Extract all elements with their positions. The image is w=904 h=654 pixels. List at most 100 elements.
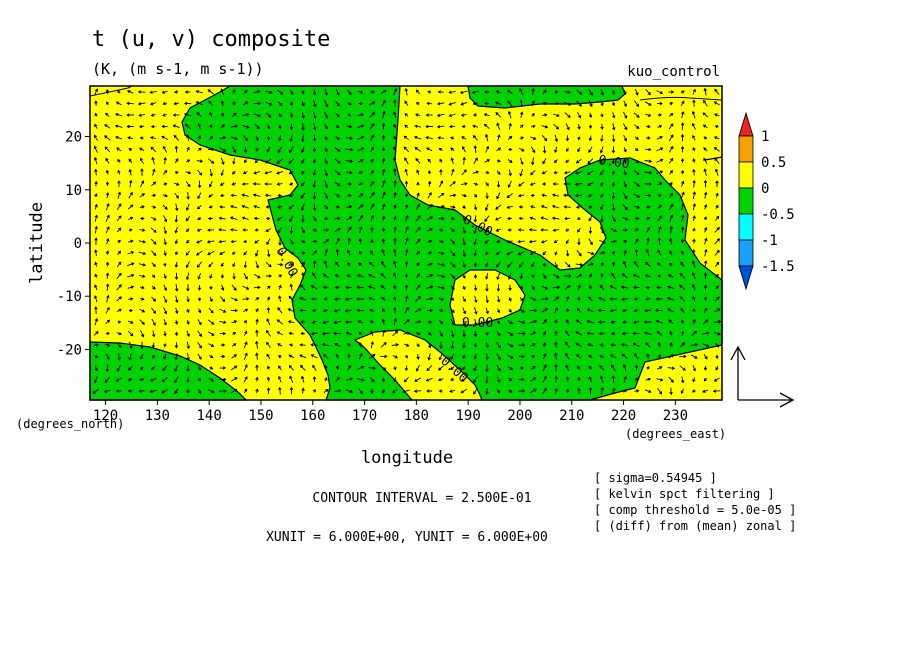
wind-vector [565,319,569,325]
wind-vector [266,296,271,302]
wind-vector [335,365,340,370]
wind-vector [277,205,283,209]
wind-vector [358,331,363,336]
wind-vector [575,193,583,198]
wind-vector [301,261,305,267]
wind-vector [565,330,570,337]
wind-vector [346,205,353,209]
wind-vector [266,365,271,370]
wind-vector [484,159,491,163]
wind-vector [103,389,111,394]
wind-vector [669,342,673,348]
wind-vector [197,180,202,189]
wind-vector [495,204,502,210]
wind-vector [645,147,652,152]
wind-vector [289,263,294,267]
wind-vector [219,147,227,152]
wind-vector [415,102,420,106]
wind-vector [403,376,409,383]
wind-vector [426,204,433,210]
wind-vector [289,134,293,143]
wind-vector [356,308,364,313]
wind-vector [484,227,490,233]
wind-vector [427,331,432,336]
wind-vector [715,192,719,198]
wind-vector [301,251,306,255]
wind-vector [656,366,663,370]
wind-vector [324,248,329,257]
wind-vector [370,330,374,337]
wind-vector [116,272,122,279]
wind-vector [714,168,719,176]
wind-vector [485,331,489,336]
wind-vector [289,386,294,395]
wind-vector [426,389,433,393]
wind-vector [299,354,307,359]
wind-vector [564,216,571,221]
wind-vector [175,295,179,304]
wind-vector [588,238,593,246]
note-filter: [ kelvin spct filtering ] [594,487,775,501]
wind-vector [713,320,722,324]
wind-vector [346,124,353,129]
wind-vector [94,249,98,256]
wind-vector [231,320,238,324]
wind-vector [324,100,329,108]
wind-vector [183,101,192,106]
x-axis-label: longitude [361,448,453,468]
wind-vector [117,320,122,324]
wind-vector [163,307,168,315]
wind-vector [552,113,560,118]
wind-vector [276,170,284,175]
wind-vector [679,342,686,348]
wind-vector [599,354,605,358]
wind-vector [150,216,157,221]
wind-vector [334,158,341,164]
wind-vector [450,366,455,370]
wind-vector [588,88,593,96]
wind-vector [333,331,341,336]
wind-vector [195,89,203,94]
wind-vector [599,375,604,383]
wind-vector [335,112,340,118]
wind-vector [634,136,639,140]
wind-vector [667,366,676,370]
wind-vector [150,146,157,153]
wind-vector [198,308,202,314]
y-tick-label: -20 [57,342,82,358]
wind-vector [358,388,363,395]
wind-vector [175,203,179,212]
wind-vector [174,272,179,281]
wind-vector [243,364,248,372]
wind-vector [657,124,663,129]
wind-vector [519,124,524,129]
wind-vector [577,227,581,233]
wind-vector [186,296,190,303]
wind-vector [508,135,513,140]
wind-vector [116,284,122,291]
wind-vector [519,136,525,140]
wind-vector [646,365,650,370]
wind-vector [438,216,445,221]
wind-vector [404,100,409,107]
wind-vector [485,364,489,373]
wind-vector [703,353,708,360]
wind-vector [150,124,156,129]
wind-vector [334,227,341,233]
wind-vector [278,365,282,371]
wind-vector [438,239,444,244]
wind-vector [574,182,583,186]
wind-vector [692,134,696,141]
wind-vector [542,330,547,336]
x-tick-label: 140 [196,408,221,424]
wind-vector [138,251,147,256]
wind-vector [299,296,307,301]
wind-vector [266,136,271,141]
wind-vector [242,285,250,290]
wind-vector [288,194,294,198]
wind-vector [310,354,318,359]
wind-vector [462,273,466,279]
contour-line-east-edge [704,156,723,161]
wind-vector [368,273,376,278]
wind-vector [151,307,157,314]
